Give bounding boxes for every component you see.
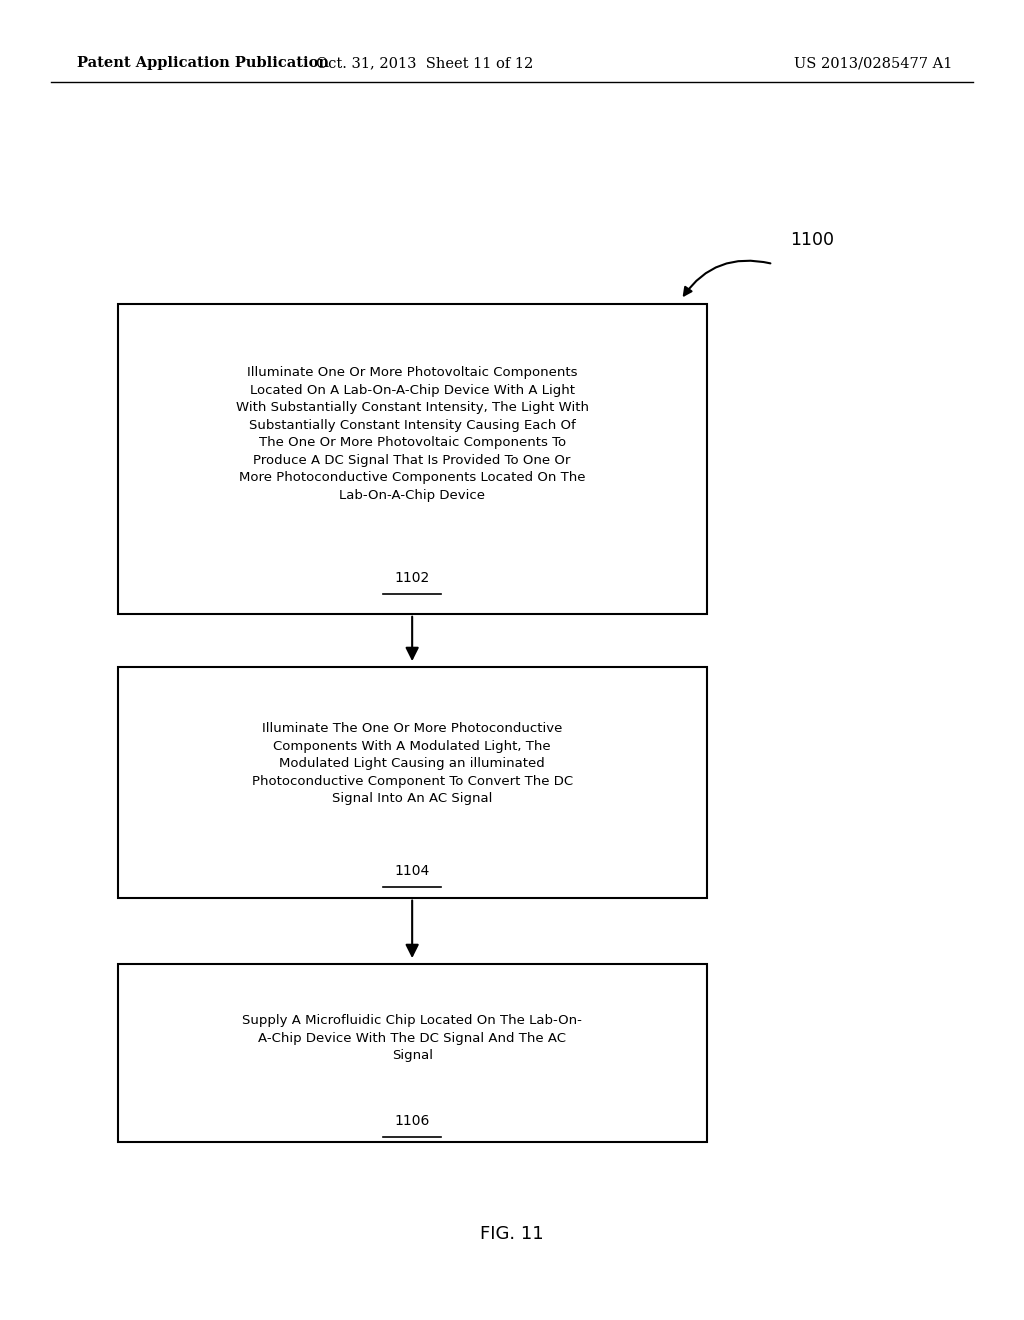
Bar — [118, 964, 707, 1142]
Text: US 2013/0285477 A1: US 2013/0285477 A1 — [794, 57, 952, 70]
Text: Supply A Microfluidic Chip Located On The Lab-On-
A-Chip Device With The DC Sign: Supply A Microfluidic Chip Located On Th… — [243, 1015, 582, 1063]
Text: Patent Application Publication: Patent Application Publication — [77, 57, 329, 70]
FancyArrowPatch shape — [684, 260, 770, 296]
Bar — [118, 304, 707, 614]
Text: Illuminate One Or More Photovoltaic Components
Located On A Lab-On-A-Chip Device: Illuminate One Or More Photovoltaic Comp… — [236, 366, 589, 502]
Text: 1104: 1104 — [394, 865, 430, 878]
Text: 1100: 1100 — [791, 231, 835, 249]
Text: 1106: 1106 — [394, 1114, 430, 1129]
Bar — [118, 667, 707, 898]
Text: Oct. 31, 2013  Sheet 11 of 12: Oct. 31, 2013 Sheet 11 of 12 — [316, 57, 534, 70]
Text: FIG. 11: FIG. 11 — [480, 1225, 544, 1243]
Text: Illuminate The One Or More Photoconductive
Components With A Modulated Light, Th: Illuminate The One Or More Photoconducti… — [252, 722, 572, 805]
Text: 1102: 1102 — [394, 572, 430, 585]
